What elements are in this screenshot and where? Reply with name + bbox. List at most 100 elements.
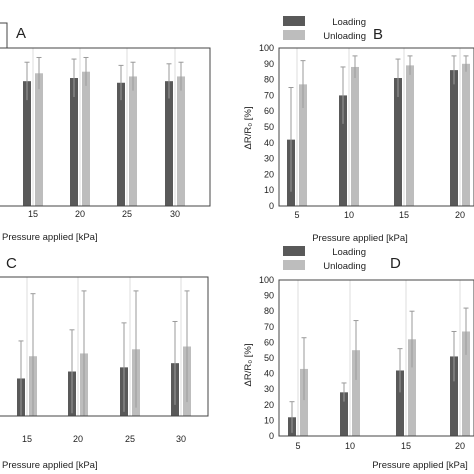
panel-b-label: B [373,26,383,43]
panel-a: 15 20 25 30 A Pressure applied [kPa] [2,25,185,243]
panel-a-bar-series0-25 [117,82,125,206]
panel-d-y-axis-label: ΔR/R₀ [%] [243,343,254,386]
panel-a-x-tick-label: 20 [75,209,85,219]
panel-d-x-tick-label: 20 [455,441,465,451]
panel-d-error-bars [289,307,469,433]
panel-frames [0,22,474,437]
panel-d: 5 10 15 20 0 10 20 30 40 50 60 70 80 90 100 D Pressur… [243,246,470,471]
panel-b: 5 10 15 20 0 10 20 30 40 50 60 70 80 90 100 B Pressur… [243,16,470,244]
panel-b-x-tick-label: 15 [399,210,409,220]
panel-d-y-tick-label: 40 [264,369,274,379]
panel-d-y-tick-label: 30 [264,384,274,394]
panel-b-y-tick-label: 20 [264,169,274,179]
panel-b-legend: Loading Unloading [283,16,366,42]
panel-b-bar-series1-20 [462,63,470,206]
panel-d-y-tick-label: 0 [269,431,274,441]
panel-a-bar-series0-20 [70,78,78,206]
panel-a-bar-series1-20 [82,71,90,206]
panel-d-y-tick-label: 10 [264,415,274,425]
panel-b-y-tick-label: 80 [264,75,274,85]
panel-b-x-tick-label: 5 [294,210,299,220]
panel-c-error-bars [18,290,190,416]
panel-c-x-tick-label: 15 [22,434,32,444]
panel-b-bar-series1-5 [299,84,307,206]
panel-a-x-axis-label: Pressure applied [kPa] [2,232,98,243]
panel-a-x-tick-label: 15 [28,209,38,219]
panel-a-x-tick-label: 30 [170,209,180,219]
panel-a-grid [32,48,176,206]
panel-b-bar-series0-15 [394,78,402,206]
panel-d-y-ticks: 0 10 20 30 40 50 60 70 80 90 100 [259,275,274,441]
panel-b-y-tick-label: 90 [264,59,274,69]
panel-d-grid [297,280,461,436]
panel-c-grid [26,277,182,416]
panel-b-bar-series0-10 [339,95,347,206]
panel-d-label: D [390,255,401,272]
panel-b-y-tick-label: 70 [264,90,274,100]
panel-b-x-axis-label: Pressure applied [kPa] [312,233,408,244]
panel-d-y-tick-label: 100 [259,275,274,285]
panel-d-x-axis-label: Pressure applied [kPa] [372,460,468,471]
panel-d-y-tick-label: 60 [264,337,274,347]
panel-d-x-tick-label: 15 [401,441,411,451]
panel-b-x-ticks: 5 10 15 20 [294,210,465,220]
panel-a-bar-series1-25 [129,76,137,206]
panel-d-y-tick-label: 90 [264,291,274,301]
panel-b-frame [278,47,474,207]
panel-a-bars [23,71,185,206]
panel-a-x-ticks: 15 20 25 30 [28,209,180,219]
panel-d-y-tick-label: 70 [264,322,274,332]
panel-d-bar-series1-15 [408,339,416,436]
panel-d-x-tick-label: 5 [295,441,300,451]
panel-d-bar-series1-5 [300,368,308,436]
panel-d-bar-series1-10 [352,350,360,436]
panel-a-label-box [0,22,8,49]
panel-c-frame [0,276,209,417]
panel-d-y-tick-label: 50 [264,353,274,363]
panel-d-bar-series1-20 [462,331,470,436]
panel-b-y-axis-label: ΔR/R₀ [%] [243,106,254,149]
panel-d-legend: Loading Unloading [283,246,366,272]
panel-c-x-tick-label: 30 [176,434,186,444]
panel-a-bar-series0-15 [23,81,31,206]
panel-d-legend-loading-label: Loading [332,247,366,258]
panel-b-y-tick-label: 100 [259,43,274,53]
panel-c-x-tick-label: 20 [73,434,83,444]
panel-b-bar-series1-15 [406,65,414,206]
panel-c-x-ticks: 15 20 25 30 [22,434,186,444]
panel-b-bar-series1-10 [351,66,359,207]
panel-b-legend-unloading-label: Unloading [323,31,366,42]
panel-d-x-ticks: 5 10 15 20 [295,441,465,451]
panel-a-frame [0,47,211,207]
panel-c-x-tick-label: 25 [125,434,135,444]
panel-d-bar-series0-20 [450,356,458,436]
panel-b-x-tick-label: 10 [344,210,354,220]
panel-b-y-ticks: 0 10 20 30 40 50 60 70 80 90 100 [259,43,274,211]
panel-d-x-tick-label: 10 [345,441,355,451]
panel-a-error-bars [24,56,184,101]
panel-c-label: C [6,255,17,272]
panel-a-bar-series0-30 [165,81,173,206]
panel-b-y-tick-label: 60 [264,106,274,116]
panel-d-frame [278,279,474,437]
panel-b-grid [296,48,461,206]
panel-b-legend-loading-label: Loading [332,17,366,28]
panel-d-y-tick-label: 80 [264,306,274,316]
panel-d-y-tick-label: 20 [264,400,274,410]
panel-b-y-tick-label: 40 [264,138,274,148]
panel-b-error-bars [288,55,469,192]
panel-c: 15 20 25 30 C Pressure applied [kPa] [2,255,191,471]
panel-b-x-tick-label: 20 [455,210,465,220]
panel-a-x-tick-label: 25 [122,209,132,219]
panel-a-bar-series1-30 [177,76,185,206]
panel-d-legend-unloading-label: Unloading [323,261,366,272]
panel-b-y-tick-label: 50 [264,122,274,132]
panel-b-y-tick-label: 0 [269,201,274,211]
panel-c-x-axis-label: Pressure applied [kPa] [2,460,98,471]
panel-b-bar-series0-20 [450,70,458,207]
panel-b-y-tick-label: 10 [264,185,274,195]
panel-b-y-tick-label: 30 [264,154,274,164]
panel-d-legend-loading-swatch [283,246,305,256]
panel-d-bar-series0-10 [340,392,348,436]
panel-a-bar-series1-15 [35,73,43,206]
